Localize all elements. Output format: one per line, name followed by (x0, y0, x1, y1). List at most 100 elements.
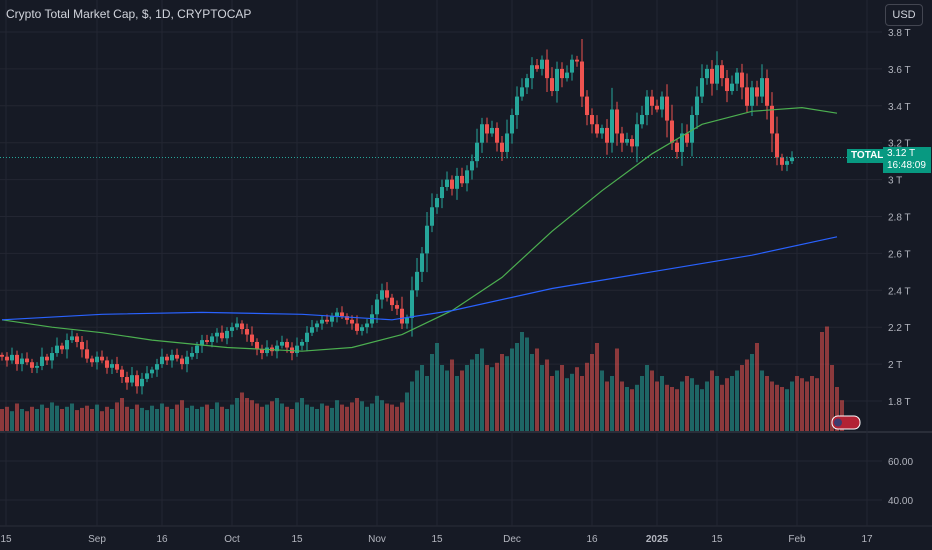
candle-body (225, 330, 229, 339)
candle-body (200, 340, 204, 346)
volume-bar (625, 387, 629, 431)
candle-body (770, 105, 774, 134)
candle-body (765, 78, 769, 106)
volume-bar (305, 404, 309, 431)
volume-bar (355, 398, 359, 431)
y-tick-label: 2.4 T (888, 286, 911, 297)
candle-body (205, 340, 209, 342)
volume-bar (690, 378, 694, 431)
volume-bar (715, 376, 719, 431)
candle-body (540, 59, 544, 69)
volume-bar (145, 410, 149, 431)
candle-body (550, 78, 554, 92)
volume-bar (505, 356, 509, 431)
x-tick-label: 17 (861, 534, 873, 545)
candle-body (590, 115, 594, 125)
volume-bar (365, 406, 369, 431)
volume-bar (120, 398, 124, 431)
event-badge (831, 415, 861, 430)
volume-bar (95, 404, 99, 431)
price-value: 3.12 T (887, 148, 916, 159)
candle-body (375, 299, 379, 315)
candle-body (660, 96, 664, 110)
candle-body (365, 323, 369, 328)
volume-bar (580, 376, 584, 431)
volume-bar (45, 407, 49, 431)
volume-bar (820, 332, 824, 431)
candle-body (555, 68, 559, 92)
candle-body (40, 356, 44, 366)
candle-body (95, 356, 99, 363)
volume-bar (415, 370, 419, 431)
candle-body (470, 161, 474, 171)
symbol-tag: TOTAL (847, 149, 888, 163)
candle-body (690, 115, 694, 143)
candle-body (430, 207, 434, 226)
volume-bar (230, 404, 234, 431)
volume-bar (360, 401, 364, 431)
candle-body (525, 78, 529, 88)
candle-body (135, 375, 139, 387)
candle-body (170, 354, 174, 361)
x-tick-label: 15 (711, 534, 723, 545)
candle-body (460, 175, 464, 184)
candle-body (385, 290, 389, 298)
volume-bar (775, 384, 779, 431)
volume-bar (25, 411, 29, 431)
volume-bar (760, 370, 764, 431)
candle-body (315, 323, 319, 328)
volume-bar (290, 409, 294, 431)
candle-body (435, 198, 439, 208)
volume-bar (605, 381, 609, 431)
volume-bar (255, 403, 259, 431)
volume-bar (160, 403, 164, 431)
volume-bars (0, 326, 844, 431)
volume-bar (470, 359, 474, 431)
candle-body (710, 68, 714, 84)
currency-button[interactable]: USD (885, 4, 923, 26)
candle-body (445, 179, 449, 187)
candle-body (160, 356, 164, 365)
volume-bar (825, 326, 829, 431)
volume-bar (300, 398, 304, 431)
volume-bar (420, 365, 424, 431)
candle-body (635, 124, 639, 147)
volume-bar (175, 404, 179, 431)
volume-bar (425, 376, 429, 431)
x-tick-label: 16 (156, 534, 168, 545)
candle-body (25, 358, 29, 363)
volume-bar (610, 376, 614, 431)
candle-body (735, 72, 739, 84)
candle-body (90, 358, 94, 363)
candle-body (585, 96, 589, 116)
volume-bar (400, 402, 404, 431)
candle-body (545, 59, 549, 79)
volume-bar (105, 406, 109, 431)
candle-body (510, 115, 514, 134)
y-tick-label: 3.2 T (888, 139, 911, 150)
y-tick-label: 2.6 T (888, 249, 911, 260)
volume-bar (455, 376, 459, 431)
volume-bar (350, 402, 354, 431)
volume-bar (730, 376, 734, 431)
candle-body (15, 354, 19, 365)
osc-tick-label: 60.00 (888, 457, 913, 468)
volume-bar (185, 407, 189, 431)
candle-body (760, 78, 764, 97)
candle-body (610, 109, 614, 143)
volume-bar (640, 376, 644, 431)
volume-bar (20, 409, 24, 431)
volume-bar (620, 381, 624, 431)
volume-bar (5, 406, 9, 431)
volume-bar (595, 343, 599, 431)
candle-body (625, 139, 629, 143)
candle-body (295, 345, 299, 354)
candle-body (580, 61, 584, 97)
candle-body (355, 323, 359, 331)
volume-bar (545, 359, 549, 431)
volume-bar (540, 365, 544, 431)
candle-body (245, 329, 249, 335)
volume-bar (685, 376, 689, 431)
candle-body (280, 341, 284, 346)
